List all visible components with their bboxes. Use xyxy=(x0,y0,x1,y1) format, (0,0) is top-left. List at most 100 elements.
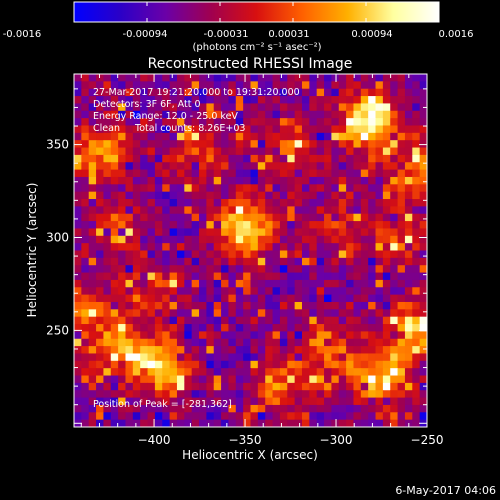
heatmap-cell xyxy=(272,154,281,163)
heatmap-cell xyxy=(74,213,82,222)
heatmap-cell xyxy=(228,228,237,237)
heatmap-cell xyxy=(265,309,274,318)
heatmap-cell xyxy=(412,81,421,90)
heatmap-cell xyxy=(132,301,141,310)
heatmap-cell xyxy=(375,154,384,163)
heatmap-cell xyxy=(81,375,90,384)
heatmap-cell xyxy=(404,228,413,237)
heatmap-cell xyxy=(331,331,340,340)
heatmap-cell xyxy=(331,360,340,369)
heatmap-cell xyxy=(397,368,406,377)
heatmap-cell xyxy=(169,360,178,369)
heatmap-cell xyxy=(125,118,134,126)
heatmap-cell xyxy=(419,257,427,266)
heatmap-cell xyxy=(309,287,318,296)
heatmap-cell xyxy=(162,176,171,185)
heatmap-cell xyxy=(81,309,90,318)
heatmap-cell xyxy=(199,257,207,266)
heatmap-cell xyxy=(96,228,104,237)
heatmap-cell xyxy=(301,221,310,229)
heatmap-cell xyxy=(390,228,399,237)
heatmap-cell xyxy=(176,88,185,97)
heatmap-cell xyxy=(243,103,251,112)
heatmap-cell xyxy=(213,265,222,274)
heatmap-cell xyxy=(294,191,303,200)
heatmap-cell xyxy=(125,331,134,340)
heatmap-cell xyxy=(228,132,237,141)
heatmap-cell xyxy=(243,382,251,391)
heatmap-cell xyxy=(309,169,318,178)
heatmap-cell xyxy=(368,118,377,126)
heatmap-cell xyxy=(338,353,347,362)
heatmap-cell xyxy=(360,316,369,325)
heatmap-cell xyxy=(338,404,347,413)
heatmap-cell xyxy=(338,294,347,303)
heatmap-cell xyxy=(169,213,178,222)
heatmap-cell xyxy=(88,162,97,171)
heatmap-cell xyxy=(176,228,185,237)
heatmap-cell xyxy=(353,243,362,251)
heatmap-cell xyxy=(191,419,200,427)
heatmap-cell xyxy=(331,154,340,163)
heatmap-cell xyxy=(184,419,193,427)
heatmap-cell xyxy=(257,272,266,281)
heatmap-cell xyxy=(265,338,274,347)
heatmap-cell xyxy=(324,316,332,325)
heatmap-cell xyxy=(301,272,310,281)
heatmap-cell xyxy=(176,375,185,384)
heatmap-cell xyxy=(265,206,274,215)
heatmap-cell xyxy=(331,162,340,171)
heatmap-cell xyxy=(169,287,178,296)
heatmap-cell xyxy=(125,316,134,325)
heatmap-cell xyxy=(294,375,303,384)
heatmap-cell xyxy=(191,81,200,90)
heatmap-cell xyxy=(412,154,421,163)
heatmap-cell xyxy=(375,169,384,178)
heatmap-cell xyxy=(324,140,332,149)
heatmap-cell xyxy=(118,140,126,149)
heatmap-cell xyxy=(132,316,141,325)
heatmap-cell xyxy=(346,199,354,207)
heatmap-cell xyxy=(243,301,251,310)
heatmap-cell xyxy=(360,118,369,126)
heatmap-cell xyxy=(132,221,141,229)
heatmap-cell xyxy=(397,81,406,90)
heatmap-cell xyxy=(140,169,149,178)
heatmap-cell xyxy=(338,88,347,97)
heatmap-cell xyxy=(206,287,215,296)
heatmap-cell xyxy=(382,125,391,134)
heatmap-cell xyxy=(221,390,229,399)
heatmap-cell xyxy=(360,360,369,369)
heatmap-cell xyxy=(294,81,303,90)
y-tick-label: 300 xyxy=(46,230,69,244)
heatmap-cell xyxy=(265,368,274,377)
heatmap-cell xyxy=(294,162,303,171)
heatmap-cell xyxy=(382,154,391,163)
heatmap-cell xyxy=(375,96,384,104)
heatmap-cell xyxy=(382,243,391,251)
heatmap-cell xyxy=(118,176,126,185)
heatmap-cell xyxy=(324,390,332,399)
heatmap-cell xyxy=(74,221,82,229)
heatmap-cell xyxy=(88,147,97,156)
heatmap-cell xyxy=(390,206,399,215)
heatmap-cell xyxy=(118,316,126,325)
heatmap-cell xyxy=(265,213,274,222)
heatmap-cell xyxy=(221,294,229,303)
heatmap-cell xyxy=(243,162,251,171)
heatmap-cell xyxy=(382,265,391,274)
heatmap-cell xyxy=(184,250,193,259)
heatmap-cell xyxy=(309,110,318,119)
heatmap-cell xyxy=(110,221,119,229)
heatmap-cell xyxy=(309,390,318,399)
heatmap-cell xyxy=(412,360,421,369)
heatmap-cell xyxy=(184,382,193,391)
heatmap-cell xyxy=(353,404,362,413)
heatmap-cell xyxy=(397,346,406,354)
heatmap-cell xyxy=(287,103,296,112)
heatmap-cell xyxy=(316,301,325,310)
heatmap-cell xyxy=(301,419,310,427)
heatmap-cell xyxy=(132,360,141,369)
heatmap-cell xyxy=(257,199,266,207)
heatmap-cell xyxy=(140,265,149,274)
